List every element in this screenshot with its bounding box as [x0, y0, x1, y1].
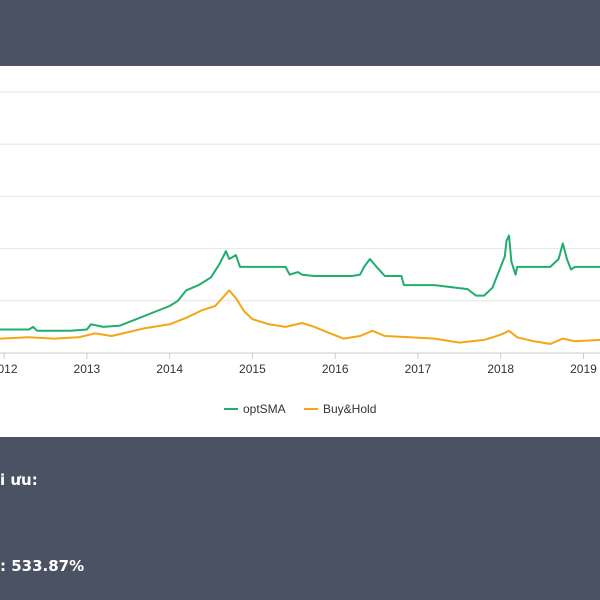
x-tick-label: 2015	[239, 362, 266, 376]
x-tick-label: 2017	[405, 362, 432, 376]
grid-lines	[0, 91, 600, 354]
x-tick-label: 2014	[156, 362, 183, 376]
legend-label[interactable]: Buy&Hold	[323, 402, 376, 416]
legend: optSMA Buy&Hold	[224, 402, 376, 416]
summary-panel: i ưu: : 533.87%	[0, 437, 600, 600]
series-line-buy-hold	[0, 289, 600, 345]
x-tick-label: 2018	[487, 362, 514, 376]
header-band	[0, 0, 600, 66]
equity-line-chart: 2012 2013 2014 2015 2016 2017 2018 2019 optSMA B…	[0, 91, 600, 416]
x-tick-label: 2012	[0, 362, 18, 376]
series-line-optsma	[0, 234, 600, 332]
summary-line-1: i ưu:	[0, 471, 38, 489]
x-tick-label: 2016	[322, 362, 349, 376]
chart-panel: 2012 2013 2014 2015 2016 2017 2018 2019 optSMA B…	[0, 66, 600, 437]
legend-label[interactable]: optSMA	[243, 402, 286, 416]
series-lines	[0, 234, 600, 345]
x-axis: 2012 2013 2014 2015 2016 2017 2018 2019	[0, 353, 597, 376]
x-tick-label: 2019	[570, 362, 597, 376]
summary-line-2: : 533.87%	[0, 557, 85, 575]
x-tick-label: 2013	[74, 362, 101, 376]
